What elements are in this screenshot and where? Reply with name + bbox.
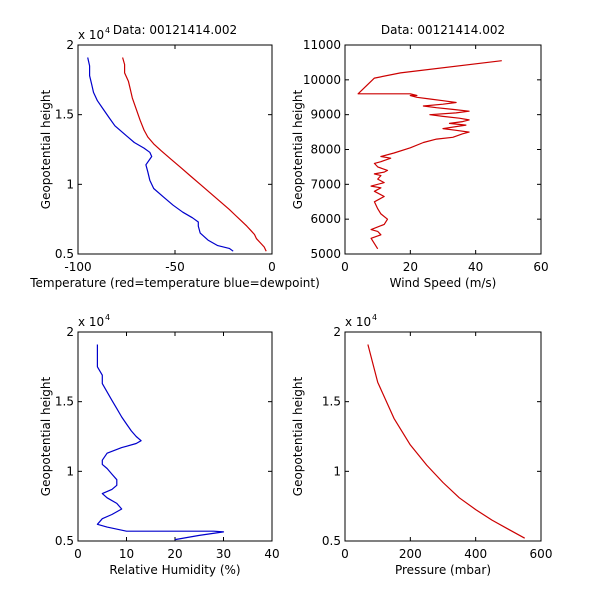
y-tick-label: 1 <box>66 177 74 191</box>
y-tick-label: 0.5 <box>55 534 74 548</box>
chart-panel-1: -100 -50 0 0.5 1 1.5 2 x 10 4 Data: 00121414.002 T… <box>29 23 320 290</box>
x-tick-label: 0 <box>341 547 349 561</box>
series-line-1 <box>96 344 225 541</box>
x-axis-label: Wind Speed (m/s) <box>390 276 497 290</box>
series-line-1 <box>367 344 525 539</box>
x-tick-label: 20 <box>403 260 418 274</box>
y-tick-label: 2 <box>66 325 74 339</box>
x-axis-label: Relative Humidity (%) <box>109 563 240 577</box>
x-axis-label: Temperature (red=temperature blue=dewpoi… <box>29 276 320 290</box>
x-tick-label: 400 <box>464 547 487 561</box>
y-exponent-label: x 10 <box>345 315 371 329</box>
y-tick-label: 2 <box>333 325 341 339</box>
y-tick-label: 11000 <box>303 38 341 52</box>
y-tick-label: 1 <box>66 464 74 478</box>
y-tick-label: 8000 <box>310 143 341 157</box>
x-tick-label: 30 <box>216 547 231 561</box>
y-exponent-power: 4 <box>105 313 110 322</box>
chart-panel-3: 0 10 20 30 40 0.5 1 1.5 2 x 10 4 Relative Humidity … <box>39 313 280 577</box>
x-tick-label: 40 <box>468 260 483 274</box>
x-tick-label: 0 <box>74 547 82 561</box>
y-tick-label: 2 <box>66 38 74 52</box>
plot-frame <box>344 331 542 542</box>
y-tick-label: 7000 <box>310 177 341 191</box>
x-tick-label: 200 <box>399 547 422 561</box>
y-exponent-power: 4 <box>105 26 110 35</box>
y-tick-label: 0.5 <box>55 247 74 261</box>
series-line-1 <box>122 57 267 252</box>
y-axis-label: Geopotential height <box>39 376 53 496</box>
x-tick-label: -100 <box>64 260 91 274</box>
y-axis-label: Geopotential height <box>39 89 53 209</box>
chart-panel-2: 0 20 40 60 5000 6000 7000 8000 9000 10000 11000 Dat… <box>291 23 549 290</box>
y-tick-label: 0.5 <box>322 534 341 548</box>
y-tick-label: 1.5 <box>55 395 74 409</box>
y-tick-label: 1.5 <box>322 395 341 409</box>
x-tick-label: 40 <box>264 547 279 561</box>
series-line-2 <box>87 57 234 252</box>
y-axis-label: Geopotential height <box>291 376 305 496</box>
chart-title: Data: 00121414.002 <box>113 23 237 37</box>
y-tick-label: 1.5 <box>55 108 74 122</box>
y-tick-label: 1 <box>333 464 341 478</box>
y-exponent-power: 4 <box>372 313 377 322</box>
y-tick-label: 6000 <box>310 212 341 226</box>
y-tick-label: 9000 <box>310 108 341 122</box>
x-tick-label: 600 <box>530 547 553 561</box>
chart-panel-4: 0 200 400 600 0.5 1 1.5 2 x 10 4 Pressure (mbar) Ge… <box>291 313 552 577</box>
plot-frame <box>77 331 273 542</box>
x-tick-label: 0 <box>341 260 349 274</box>
y-tick-label: 10000 <box>303 73 341 87</box>
plot-frame <box>344 44 542 255</box>
x-tick-label: 60 <box>533 260 548 274</box>
x-tick-label: 20 <box>167 547 182 561</box>
chart-title: Data: 00121414.002 <box>381 23 505 37</box>
y-exponent-label: x 10 <box>78 28 104 42</box>
y-axis-label: Geopotential height <box>291 89 305 209</box>
y-tick-label: 5000 <box>310 247 341 261</box>
series-line-1 <box>357 60 502 250</box>
x-tick-label: 10 <box>119 547 134 561</box>
y-exponent-label: x 10 <box>78 315 104 329</box>
x-axis-label: Pressure (mbar) <box>395 563 491 577</box>
x-tick-label: -50 <box>165 260 185 274</box>
x-tick-label: 0 <box>268 260 276 274</box>
